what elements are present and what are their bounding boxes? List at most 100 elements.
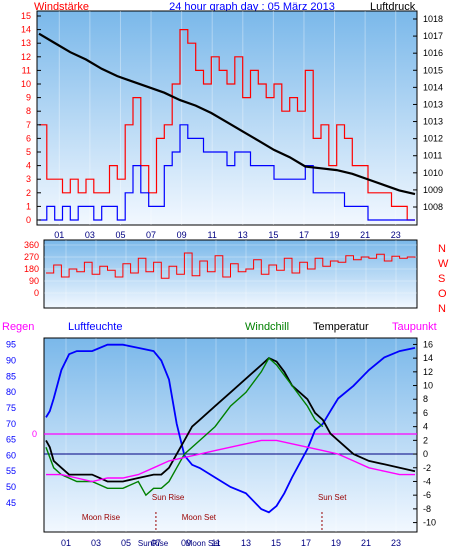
x-tick-label: 13	[241, 538, 251, 548]
left-axis-title: Windstärke	[34, 1, 89, 13]
temperature-tick-label: 8	[423, 394, 428, 404]
pressure-tick-label: 1011	[423, 151, 442, 161]
humidity-tick-label: 70	[6, 419, 16, 429]
x-overprint-label: Moon Set	[186, 539, 221, 548]
x-tick-label: 05	[115, 230, 125, 240]
humidity-tick-label: 90	[6, 356, 16, 366]
x-tick-label: 19	[330, 230, 340, 240]
humidity-tick-label: 65	[6, 435, 16, 445]
humidity-tick-label: 75	[6, 403, 16, 413]
x-tick-label: 23	[391, 538, 401, 548]
rain-axis-title: Regen	[2, 321, 34, 333]
wind-tick-label: 5	[26, 147, 31, 157]
humidity-tick-label: 95	[6, 340, 16, 350]
x-tick-label: 21	[360, 230, 370, 240]
humidity-tick-label: 45	[6, 498, 16, 508]
windchill-legend: Windchill	[245, 321, 289, 333]
compass-letter: N	[438, 243, 446, 255]
wind-tick-label: 6	[26, 133, 31, 143]
pressure-tick-label: 1010	[423, 168, 443, 178]
temperatur-line	[45, 357, 416, 483]
moon-label: Moon Rise	[82, 513, 121, 522]
x-tick-label: 21	[361, 538, 371, 548]
x-tick-label: 15	[271, 538, 281, 548]
x-tick-label: 07	[146, 230, 156, 240]
x-tick-label: 03	[85, 230, 95, 240]
gust-line	[39, 29, 415, 221]
compass-letter: N	[438, 303, 446, 315]
pressure-tick-label: 1018	[423, 14, 443, 24]
x-tick-label: 17	[299, 230, 309, 240]
direction-axis-ticks: 360 270 180 90 0	[24, 240, 39, 298]
humidity-temperature-x-ticks: 01 03 05 07 09 11 13 15 17 19 21 23 SunRise Moon Set	[61, 538, 401, 548]
pressure-tick-label: 1014	[423, 82, 443, 92]
x-tick-label: 09	[177, 230, 187, 240]
compass-letter: O	[438, 288, 447, 300]
temperature-tick-label: -8	[423, 504, 431, 514]
pressure-tick-label: 1015	[423, 65, 443, 75]
x-tick-label: 19	[331, 538, 341, 548]
sun-label: Sun Rise	[152, 493, 185, 502]
x-tick-label: 07	[151, 538, 161, 548]
x-tick-label: 23	[391, 230, 401, 240]
x-tick-label: 09	[181, 538, 191, 548]
wind-tick-label: 11	[22, 65, 31, 75]
wind-tick-label: 8	[26, 106, 31, 116]
x-tick-label: 01	[61, 538, 71, 548]
wind-tick-label: 9	[26, 93, 31, 103]
x-tick-label: 01	[54, 230, 64, 240]
x-tick-label: 13	[238, 230, 248, 240]
rain-zero-label: 0	[32, 429, 37, 439]
x-tick-label: 05	[121, 538, 131, 548]
wind-pressure-x-ticks: 01 03 05 07 09 11 13 15 17 19 21 23	[54, 230, 400, 240]
wind-pressure-series	[38, 29, 416, 221]
sun-moon-annotations: Sun Rise Moon Rise Sun Set Moon Set	[82, 493, 347, 532]
wind-tick-label: 3	[26, 174, 31, 184]
x-tick-label: 15	[268, 230, 278, 240]
pressure-tick-label: 1012	[423, 134, 443, 144]
chart-title: 24 hour graph day : 05 März 2013	[169, 1, 335, 13]
humidity-temperature-series	[45, 343, 416, 514]
wind-direction-series	[46, 252, 416, 279]
temperature-tick-label: 2	[423, 435, 428, 445]
direction-tick-label: 360	[24, 240, 39, 250]
wind-tick-label: 15	[21, 11, 31, 21]
x-tick-label: 17	[301, 538, 311, 548]
temperature-tick-label: -6	[423, 490, 431, 500]
moon-label: Moon Set	[182, 513, 217, 522]
wind-direction-line	[46, 252, 416, 279]
wind-direction-grid	[44, 240, 417, 308]
temperature-tick-label: 4	[423, 422, 428, 432]
wind-tick-label: 1	[26, 201, 31, 211]
temperature-tick-label: -10	[423, 518, 436, 528]
direction-tick-label: 0	[34, 288, 39, 298]
humidity-temperature-plot-area	[43, 337, 418, 533]
wind-tick-label: 14	[21, 25, 31, 35]
pressure-tick-label: 1008	[423, 202, 443, 212]
humidity-axis-title: Luftfeuchte	[68, 321, 122, 333]
humidity-axis-ticks: 95 90 85 80 75 70 65 60 55 50 45	[6, 340, 16, 508]
temperature-tick-label: 14	[423, 353, 433, 363]
x-tick-label: 11	[208, 230, 217, 240]
pressure-axis-ticks: 1008 1009 1010 1011 1012 1013 1013 1014 1015 1016…	[413, 14, 443, 212]
dewpoint-legend: Taupunkt	[392, 321, 437, 333]
temperature-tick-label: 12	[423, 367, 433, 377]
temperature-tick-label: 6	[423, 408, 428, 418]
direction-tick-label: 90	[29, 276, 39, 286]
taupunkt-line	[46, 439, 415, 483]
temperature-legend: Temperatur	[313, 321, 369, 333]
humidity-tick-label: 55	[6, 466, 16, 476]
temperature-axis-ticks: 16 14 12 10 8 6 4 2 0 -2 -4 -6 -8 -10	[413, 339, 436, 528]
wind-tick-label: 7	[26, 120, 31, 130]
temperature-tick-label: -2	[423, 463, 431, 473]
x-tick-label: 11	[211, 538, 220, 548]
temperature-tick-label: -4	[423, 476, 431, 486]
humidity-tick-label: 80	[6, 387, 16, 397]
wind-line	[39, 124, 415, 221]
wind-pressure-grid	[58, 11, 397, 225]
humidity-tick-label: 85	[6, 371, 16, 381]
sun-label: Sun Set	[318, 493, 347, 502]
